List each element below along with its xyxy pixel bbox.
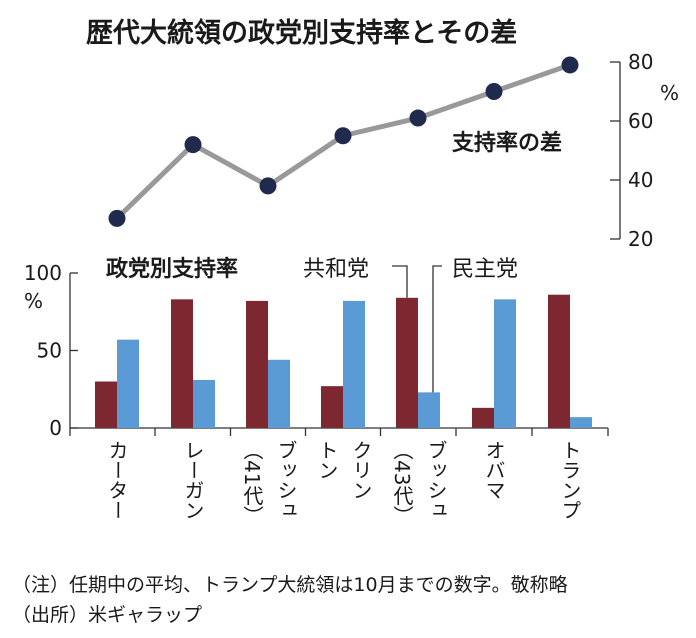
x-axis-label: ブッシュ: [274, 440, 298, 520]
bar-axis-unit: %: [24, 289, 43, 313]
bar-republican: [396, 297, 418, 428]
bar-republican: [548, 294, 570, 428]
bar-democrat: [494, 299, 516, 428]
bar-republican: [321, 386, 343, 428]
line-y-tick-label: 60: [628, 109, 653, 133]
legend-democrat-leader: [432, 265, 442, 393]
legend-democrat-label: 民主党: [452, 257, 518, 282]
bar-y-tick-label: 100: [24, 261, 62, 285]
bar-chart-title: 政党別支持率: [106, 256, 238, 282]
bar-democrat: [193, 379, 215, 428]
x-axis-label: オバマ: [482, 440, 506, 500]
line-y-tick-label: 20: [628, 227, 653, 251]
bar-republican: [472, 407, 494, 428]
x-axis-label: トランプ: [558, 440, 582, 520]
line-point: [561, 56, 579, 74]
bar-republican: [171, 299, 193, 428]
x-axis-label: トン: [315, 440, 339, 480]
x-axis-label: レーガン: [181, 440, 205, 520]
bar-y-tick-label: 0: [49, 416, 62, 440]
bar-republican: [246, 300, 268, 428]
line-y-tick-label: 80: [628, 50, 653, 74]
footnote: （注）任期中の平均、トランプ大統領は10月までの数字。敬称略: [12, 574, 568, 596]
line-point: [184, 136, 202, 154]
x-axis-label: ブッシュ: [424, 440, 448, 520]
legend-republican-label: 共和党: [303, 257, 369, 282]
line-point: [485, 83, 503, 100]
legend-republican-leader: [392, 265, 408, 298]
line-point: [259, 177, 277, 195]
chart-title: 歴代大統領の政党別支持率とその差: [86, 17, 517, 49]
source-note: （出所）米ギャラップ: [12, 604, 203, 626]
line-y-tick-label: 40: [628, 168, 653, 192]
bar-republican: [95, 381, 117, 428]
x-axis-label: （41代）: [240, 440, 264, 525]
x-axis-label: （43代）: [390, 440, 414, 525]
line-axis-unit: %: [660, 81, 679, 105]
bar-democrat: [570, 417, 592, 428]
line-point: [409, 109, 427, 127]
line-chart: 支持率の差 % 80 60 40 20: [108, 50, 679, 251]
line-chart-title: 支持率の差: [452, 130, 562, 156]
x-axis-label: クリン: [349, 440, 373, 500]
bar-y-tick-label: 50: [37, 339, 62, 363]
x-axis-label: カーター: [105, 440, 129, 520]
line-point: [108, 209, 126, 227]
bar-democrat: [268, 359, 290, 428]
bar-democrat: [418, 392, 440, 428]
line-point: [334, 127, 352, 145]
bar-democrat: [343, 300, 365, 428]
bar-democrat: [117, 339, 139, 428]
